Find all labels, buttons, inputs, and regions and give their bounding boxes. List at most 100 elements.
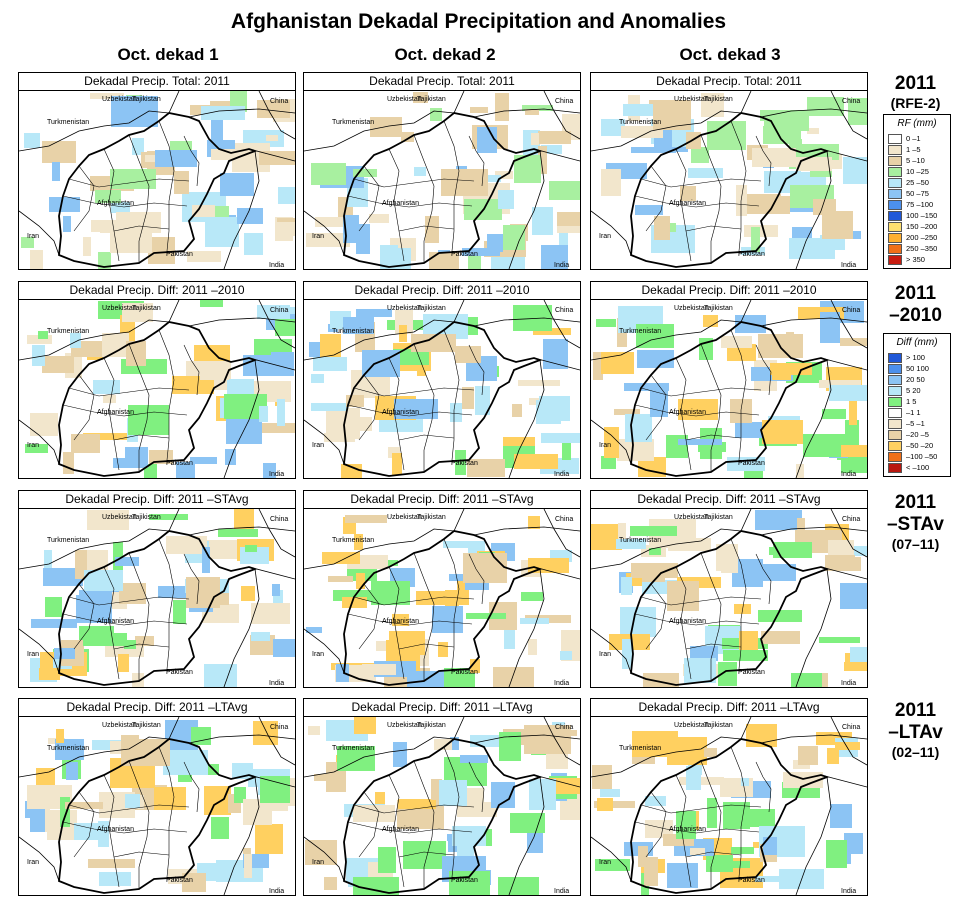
legend-swatch <box>888 243 902 254</box>
afghanistan-border <box>58 738 258 894</box>
precip-patch <box>190 457 217 464</box>
precip-patch <box>632 754 655 764</box>
province-border <box>388 774 405 888</box>
province-border <box>353 178 475 188</box>
precip-patch <box>601 119 625 136</box>
country-border <box>795 568 832 687</box>
country-border <box>591 736 742 778</box>
country-label: Pakistan <box>166 669 193 676</box>
country-border <box>453 300 465 323</box>
province-border <box>103 566 120 680</box>
country-label: Afghanistan <box>97 409 134 416</box>
precip-patch <box>807 128 819 134</box>
country-border <box>543 300 580 349</box>
province-border <box>685 225 742 232</box>
province-border <box>128 343 150 472</box>
precip-patch <box>533 328 571 335</box>
province-border <box>183 553 200 605</box>
precip-patch <box>807 97 844 116</box>
country-border <box>591 836 632 882</box>
precip-patch <box>541 245 568 269</box>
province-border <box>443 746 460 878</box>
country-label: Uzbekistan <box>102 96 137 103</box>
country-label: India <box>841 262 856 269</box>
legend-item: 5 –10 <box>888 155 950 166</box>
precip-patch <box>828 540 854 556</box>
legend-item: 25 –50 <box>888 177 950 188</box>
precip-patch <box>789 238 835 259</box>
country-border <box>830 91 867 140</box>
precip-patch <box>525 109 539 115</box>
precip-patch <box>820 312 840 343</box>
province-border <box>358 165 380 232</box>
panel-title: Dekadal Precip. Diff: 2011 –2010 <box>304 282 580 300</box>
legend-label: 5 20 <box>906 386 921 395</box>
precip-patch <box>721 861 750 868</box>
precip-patch <box>200 300 223 307</box>
country-border <box>188 108 295 118</box>
country-label: Iran <box>599 651 611 658</box>
precip-patch <box>353 877 399 895</box>
country-label: Turkmenistan <box>47 328 89 335</box>
precip-patch <box>592 765 612 789</box>
country-border <box>304 736 455 778</box>
country-border <box>304 628 345 674</box>
legend-item: 250 –350 <box>888 243 950 254</box>
precip-patch <box>463 553 507 583</box>
precip-patch <box>429 252 459 269</box>
country-border <box>304 319 455 361</box>
diff-legend-title: Diff (mm) <box>896 337 938 348</box>
province-border <box>158 746 175 878</box>
panel-title: Dekadal Precip. Diff: 2011 –2010 <box>19 282 295 300</box>
legend-swatch <box>888 155 902 166</box>
precip-patch <box>723 650 768 661</box>
precip-patch <box>741 778 749 786</box>
legend-label: 20 50 <box>906 375 925 384</box>
afghanistan-border <box>630 738 830 894</box>
country-border <box>473 734 580 744</box>
province-border <box>353 804 475 814</box>
country-border <box>591 628 632 674</box>
precip-patch <box>770 363 812 375</box>
precip-patch <box>25 444 48 453</box>
precip-patch <box>362 350 400 377</box>
country-border <box>258 509 295 558</box>
province-border <box>62 821 188 834</box>
precip-patch <box>313 357 347 371</box>
legend-swatch <box>888 166 902 177</box>
precip-patch <box>798 746 818 765</box>
legend-item: –100 –50 <box>888 451 950 462</box>
precip-patch <box>822 409 846 419</box>
precip-patch <box>356 573 365 589</box>
map-panel-r3-c1: Dekadal Precip. Diff: 2011 –STAvg Uzbekis… <box>18 490 296 688</box>
country-border <box>19 836 60 882</box>
precip-patch <box>74 823 105 840</box>
province-border <box>675 357 692 471</box>
province-border <box>73 583 95 650</box>
province-border <box>68 804 190 814</box>
legend-swatch <box>888 363 902 374</box>
precip-patch <box>42 356 74 373</box>
precip-patch <box>825 555 855 571</box>
country-label: Afghanistan <box>382 618 419 625</box>
precip-patch <box>541 145 562 154</box>
country-label: China <box>270 516 288 523</box>
country-label: Pakistan <box>451 251 478 258</box>
precip-patch <box>277 399 285 426</box>
precip-patch <box>24 133 40 148</box>
province-border <box>73 165 95 232</box>
precip-patch <box>546 752 568 769</box>
legend-item: 1 –5 <box>888 144 950 155</box>
country-label: India <box>554 262 569 269</box>
country-label: Tajikistan <box>704 722 733 729</box>
precip-patch <box>632 731 678 757</box>
province-border <box>113 643 170 650</box>
country-border <box>508 776 545 895</box>
country-label: Tajikistan <box>417 722 446 729</box>
precip-patch <box>597 798 613 811</box>
province-border <box>755 553 772 605</box>
precip-patch <box>311 403 348 411</box>
precip-patch <box>83 633 127 646</box>
legend-item: 50 100 <box>888 363 950 374</box>
